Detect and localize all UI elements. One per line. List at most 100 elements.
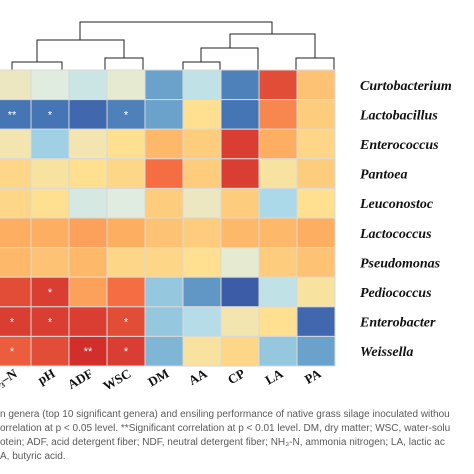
heatmap-cell-enterobacter-3 [68,306,108,337]
heatmap-cell-lactococcus-2 [30,217,70,249]
heatmap-cell-leuconostoc-1 [0,187,32,219]
significance-mark-pediococcus-2: * [48,287,53,299]
significance-marks: ** * *** * ** ** * [8,109,129,358]
figure-caption: n genera (top 10 significant genera) and… [0,395,474,474]
dendrogram-branch-mid-cluster [229,33,316,58]
significance-mark-enterobacter-2: * [48,317,53,329]
caption-line-1: n genera (top 10 significant genera) and… [0,409,450,420]
column-label-9: PA [302,365,324,386]
heatmap-cell-pediococcus-4 [106,276,146,308]
dendrogram-branch-root [79,21,273,40]
caption-line-2: orrelation at p < 0.05 level. **Signific… [0,423,451,434]
significance-mark-enterobacter-1: * [10,317,15,329]
heatmap-cell-lactococcus-9 [296,217,336,249]
heatmap-cell-lactobacillus-3 [68,99,108,130]
column-dendrogram [11,21,335,70]
row-label-pediococcus: Pediococcus [360,286,432,301]
heatmap-cell-pantoea-8 [258,158,298,189]
heatmap-cell-weissella-2 [30,335,70,367]
heatmap-cells [0,69,336,367]
heatmap-cell-weissella-3 [68,335,108,367]
heatmap-cell-pediococcus-8 [258,276,298,308]
row-label-enterobacter: Enterobacter [359,316,436,331]
heatmap-cell-pseudomonas-3 [68,247,108,278]
dendrogram-branch-adf-wsc [104,57,144,70]
heatmap-cell-lactococcus-1 [0,217,32,249]
caption-line-3: otein; ADF, acid detergent fiber; NDF, n… [0,437,445,448]
heatmap-chart: ** * *** * ** ** * CurtobacteriumLactobacillus… [0,21,452,395]
significance-mark-lactobacillus-4: * [124,109,129,121]
heatmap-cell-curtobacterium-3 [68,69,108,101]
row-label-lactobacillus: Lactobacillus [359,108,438,123]
column-label-6: AA [186,365,210,388]
heatmap-cell-leuconostoc-3 [68,187,108,219]
heatmap-cell-lactobacillus-7 [220,99,260,130]
heatmap-cell-pediococcus-2 [30,276,70,308]
heatmap-cell-pseudomonas-8 [258,247,298,278]
significance-mark-lactobacillus-1: ** [8,109,17,121]
heatmap-cell-pediococcus-5 [144,276,184,308]
heatmap-cell-weissella-9 [296,335,336,367]
heatmap-cell-pseudomonas-5 [144,247,184,278]
row-label-enterococcus: Enterococcus [359,138,439,153]
heatmap-cell-lactococcus-6 [182,217,222,249]
heatmap-cell-enterobacter-9 [296,306,336,337]
heatmap-cell-enterobacter-6 [182,306,222,337]
heatmap-cell-lactococcus-8 [258,217,298,249]
heatmap-cell-curtobacterium-1 [0,69,32,101]
heatmap-cell-lactobacillus-8 [258,99,298,130]
heatmap-cell-pantoea-5 [144,158,184,189]
column-label-5: DM [145,366,171,390]
heatmap-cell-curtobacterium-8 [258,69,298,101]
heatmap-cell-enterococcus-3 [68,128,108,160]
heatmap-cell-curtobacterium-7 [220,69,260,101]
heatmap-cell-pseudomonas-4 [106,247,146,278]
heatmap-cell-pantoea-3 [68,158,108,189]
significance-mark-weissella-3: ** [84,346,93,358]
heatmap-cell-enterobacter-5 [144,306,184,337]
heatmap-cell-leuconostoc-5 [144,187,184,219]
heatmap-cell-enterobacter-1 [0,306,32,337]
heatmap-cell-pantoea-9 [296,158,336,189]
heatmap-cell-pediococcus-9 [296,276,336,308]
heatmap-cell-pediococcus-7 [220,276,260,308]
dendrogram-branch-left-cluster [36,39,125,62]
heatmap-cell-curtobacterium-5 [144,69,184,101]
heatmap-cell-pantoea-7 [220,158,260,189]
row-label-curtobacterium: Curtobacterium [360,79,452,94]
heatmap-cell-pseudomonas-9 [296,247,336,278]
dendrogram-branch-dm-aa [182,61,221,70]
heatmap-cell-pantoea-6 [182,158,222,189]
column-label-3: ADF [65,366,96,392]
heatmap-cell-weissella-1 [0,335,32,367]
significance-mark-enterobacter-4: * [124,317,129,329]
heatmap-cell-weissella-8 [258,335,298,367]
heatmap-cell-enterococcus-4 [106,128,146,160]
heatmap-cell-enterococcus-1 [0,128,32,160]
heatmap-cell-enterococcus-2 [30,128,70,160]
heatmap-cell-leuconostoc-8 [258,187,298,219]
heatmap-cell-pantoea-2 [30,158,70,189]
heatmap-cell-leuconostoc-2 [30,187,70,219]
heatmap-cell-enterococcus-7 [220,128,260,160]
heatmap-cell-enterobacter-8 [258,306,298,337]
heatmap-cell-curtobacterium-9 [296,69,336,101]
heatmap-cell-pseudomonas-6 [182,247,222,278]
significance-mark-lactobacillus-2: * [48,109,53,121]
heatmap-cell-pseudomonas-1 [0,247,32,278]
heatmap-cell-enterococcus-6 [182,128,222,160]
heatmap-cell-enterococcus-9 [296,128,336,160]
heatmap-cell-leuconostoc-7 [220,187,260,219]
heatmap-cell-curtobacterium-6 [182,69,222,101]
heatmap-cell-enterococcus-8 [258,128,298,160]
heatmap-cell-lactobacillus-5 [144,99,184,130]
row-label-leuconostoc: Leuconostoc [359,197,434,212]
column-labels: NH₃–N pH ADF WSC DM AA CP LA PA [0,365,324,395]
column-label-2: pH [35,366,58,388]
heatmap-cell-pseudomonas-2 [30,247,70,278]
column-label-7: CP [225,366,248,388]
heatmap-cell-leuconostoc-4 [106,187,146,219]
heatmap-cell-lactococcus-4 [106,217,146,249]
heatmap-cell-weissella-5 [144,335,184,367]
row-label-weissella: Weissella [360,345,413,360]
